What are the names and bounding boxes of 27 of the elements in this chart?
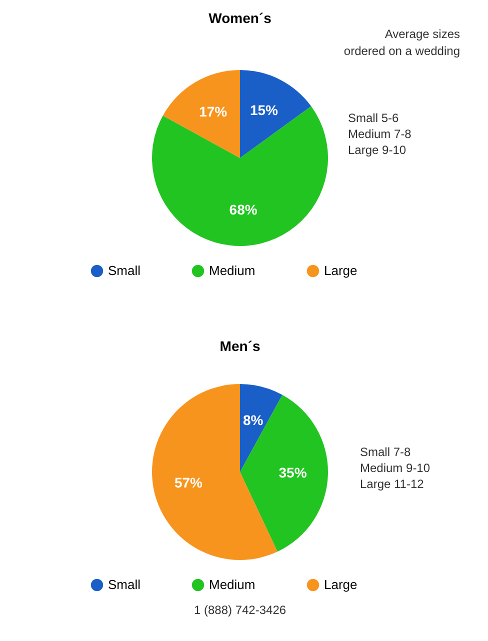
legend-label: Medium — [209, 577, 256, 592]
text: Large 11-12 — [360, 477, 424, 491]
text: Medium 9-10 — [360, 461, 430, 475]
pie-slice — [152, 384, 278, 560]
legend-label: Small — [108, 577, 141, 592]
legend-label: Small — [108, 263, 141, 278]
legend-label: Medium — [209, 263, 256, 278]
data-label: 8% — [243, 412, 264, 428]
text: Large 9-10 — [348, 143, 406, 157]
text: Medium 7-8 — [348, 127, 412, 141]
data-label: 17% — [199, 104, 228, 120]
text: Small 5-6 — [348, 111, 400, 125]
chart-title: Men´s — [220, 338, 260, 354]
pie-slice — [240, 394, 328, 552]
pie-slice — [162, 70, 240, 158]
text: 1 (888) 742-3426 — [194, 603, 286, 617]
data-label: 68% — [229, 202, 258, 218]
legend-label: Large — [324, 577, 358, 592]
pie-slice — [240, 70, 312, 158]
data-label: 15% — [250, 102, 279, 118]
text: Average sizes ordered on a wedding — [344, 27, 460, 58]
text: Small 7-8 — [360, 445, 412, 459]
chart-title: Women´s — [208, 10, 272, 26]
data-label: 35% — [278, 464, 308, 481]
data-label: 57% — [174, 474, 204, 491]
legend-label: Large — [324, 263, 358, 278]
pie-slice — [152, 106, 328, 246]
